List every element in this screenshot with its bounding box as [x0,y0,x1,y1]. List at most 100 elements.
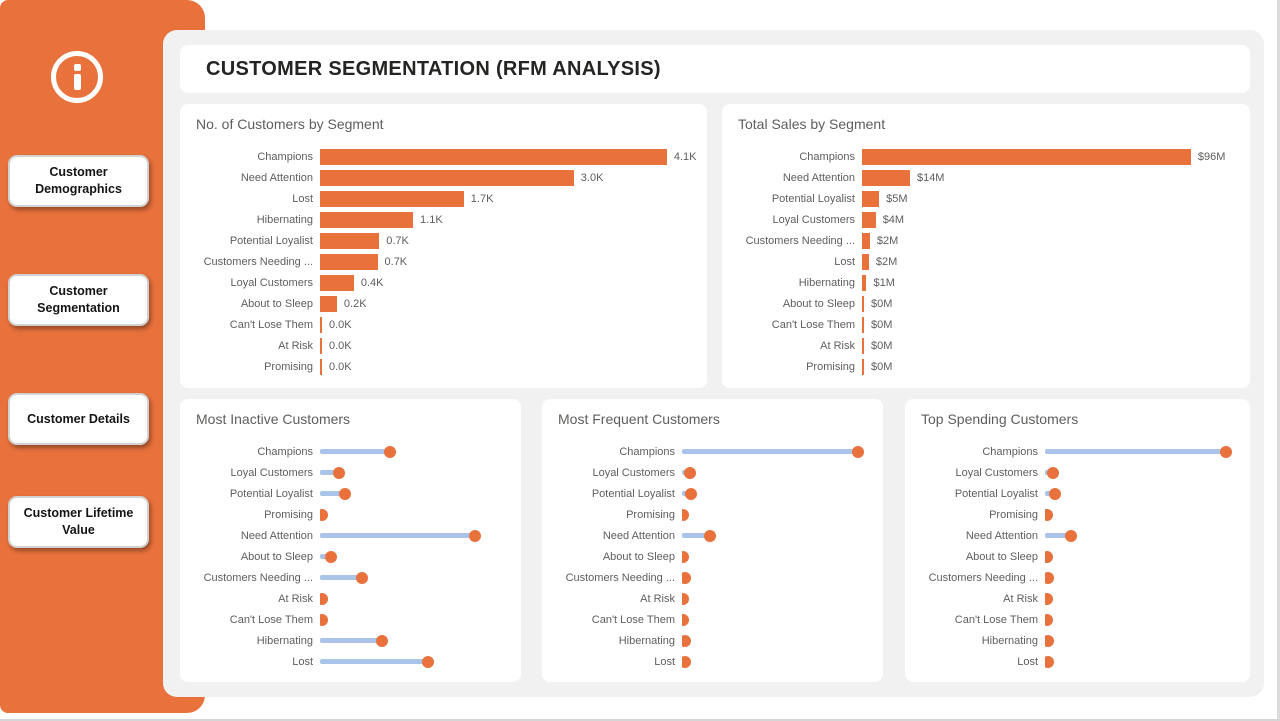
lollipop-line-loyal-customers[interactable] [320,470,339,475]
lollipop-dot-loyal-customers[interactable] [332,466,345,479]
bar-can-t-lose-them[interactable] [862,316,864,333]
bar-hibernating[interactable] [320,211,414,228]
lollipop-dot-can-t-lose-them[interactable] [1045,613,1053,626]
lollipop-dot-promising[interactable] [320,508,328,521]
bar-customers-needing[interactable] [862,232,870,249]
lollipop-dot-hibernating[interactable] [1045,634,1054,647]
lollipop-line-need-attention[interactable] [320,533,475,538]
category-label-hibernating: Hibernating [256,634,313,647]
lollipop-dot-champions[interactable] [383,445,396,458]
plot-area: 0.4K [320,272,697,293]
chart-row: Customers Needing ... 0.7K [190,251,697,272]
value-label-loyal-customers: $4M [882,213,905,226]
lollipop-line-lost[interactable] [320,659,429,664]
lollipop-dot-loyal-customers[interactable] [1047,466,1060,479]
category-label-lost: Lost [834,255,855,268]
value-label-potential-loyalist: 0.7K [386,234,409,247]
lollipop-line-champions[interactable] [1045,449,1227,454]
lollipop-dot-potential-loyalist[interactable] [338,487,351,500]
lollipop-line-need-attention[interactable] [1045,533,1072,538]
bar-promising[interactable] [320,358,322,375]
bar-promising[interactable] [862,358,864,375]
bar-about-to-sleep[interactable] [862,295,864,312]
category-label-champions: Champions [257,150,313,163]
bar-lost[interactable] [320,190,464,207]
lollipop-dot-need-attention[interactable] [704,529,717,542]
lollipop-line-hibernating[interactable] [320,638,382,643]
bar-champions[interactable] [862,148,1191,165]
lollipop-dot-champions[interactable] [1220,445,1233,458]
lollipop-dot-at-risk[interactable] [1045,592,1053,605]
bar-potential-loyalist[interactable] [320,232,380,249]
plot-area [1045,609,1240,630]
plot-area: 0.0K [320,356,697,377]
chart-row: Can't Lose Them [190,609,511,630]
lollipop-line-potential-loyalist[interactable] [320,491,345,496]
bar-loyal-customers[interactable] [320,274,354,291]
lollipop-dot-about-to-sleep[interactable] [682,550,689,563]
lollipop-dot-promising[interactable] [1045,508,1053,521]
plot-area: $1M [862,272,1240,293]
bar-about-to-sleep[interactable] [320,295,337,312]
lollipop-line-champions[interactable] [682,449,858,454]
bar-need-attention[interactable] [862,169,910,186]
value-label-customers-needing: 0.7K [384,255,408,268]
lollipop-dot-need-attention[interactable] [468,529,481,542]
lollipop-dot-at-risk[interactable] [320,592,328,605]
category-label-loyal-customers: Loyal Customers [592,466,675,479]
lollipop-dot-can-t-lose-them[interactable] [682,613,689,626]
lollipop-dot-potential-loyalist[interactable] [1048,487,1061,500]
lollipop-dot-about-to-sleep[interactable] [1045,550,1053,563]
bar-at-risk[interactable] [862,337,864,354]
chart-title: Most Inactive Customers [196,411,351,427]
chart-row: At Risk [915,588,1240,609]
lollipop-dot-promising[interactable] [682,508,689,521]
bar-loyal-customers[interactable] [862,211,876,228]
bar-need-attention[interactable] [320,169,574,186]
category-label-at-risk: At Risk [820,339,855,352]
lollipop-dot-can-t-lose-them[interactable] [320,613,328,626]
plot-area: 1.1K [320,209,697,230]
lollipop-dot-lost[interactable] [1045,655,1055,668]
lollipop-dot-potential-loyalist[interactable] [685,487,698,500]
lollipop-line-champions[interactable] [320,449,390,454]
sidebar-item-customer-lifetime-value[interactable]: Customer Lifetime Value [8,496,149,548]
lollipop-dot-about-to-sleep[interactable] [324,550,337,563]
lollipop-dot-loyal-customers[interactable] [683,466,696,479]
lollipop-dot-champions[interactable] [851,445,864,458]
plot-area [682,567,873,588]
lollipop-dot-hibernating[interactable] [682,634,691,647]
bar-can-t-lose-them[interactable] [320,316,322,333]
lollipop-dot-customers-needing[interactable] [682,571,692,584]
lollipop-line-need-attention[interactable] [682,533,711,538]
lollipop-dot-customers-needing[interactable] [1045,571,1055,584]
bar-potential-loyalist[interactable] [862,190,880,207]
lollipop-dot-customers-needing[interactable] [355,571,368,584]
bar-at-risk[interactable] [320,337,322,354]
info-icon[interactable] [51,51,103,103]
chart-row: Promising 0.0K [190,356,697,377]
category-label-at-risk: At Risk [278,592,313,605]
category-label-need-attention: Need Attention [782,171,855,184]
category-label-potential-loyalist: Potential Loyalist [591,487,675,500]
chart-row: About to Sleep [190,546,511,567]
lollipop-dot-lost[interactable] [682,655,692,668]
category-label-about-to-sleep: About to Sleep [240,550,313,563]
bar-champions[interactable] [320,148,667,165]
lollipop-dot-at-risk[interactable] [682,592,689,605]
sidebar-item-customer-demographics[interactable]: Customer Demographics [8,155,149,207]
chart-row: Potential Loyalist 0.7K [190,230,697,251]
category-label-lost: Lost [1017,655,1038,668]
lollipop-dot-hibernating[interactable] [375,634,388,647]
sidebar-item-customer-details[interactable]: Customer Details [8,393,149,445]
chart-row: Loyal Customers [915,462,1240,483]
bar-hibernating[interactable] [862,274,867,291]
lollipop-line-customers-needing[interactable] [320,575,362,580]
bar-customers-needing[interactable] [320,253,378,270]
chart-title: Most Frequent Customers [558,411,720,427]
lollipop-dot-lost[interactable] [422,655,435,668]
bar-lost[interactable] [862,253,869,270]
category-label-need-attention: Need Attention [240,171,313,184]
lollipop-dot-need-attention[interactable] [1065,529,1078,542]
sidebar-item-customer-segmentation[interactable]: Customer Segmentation [8,274,149,326]
